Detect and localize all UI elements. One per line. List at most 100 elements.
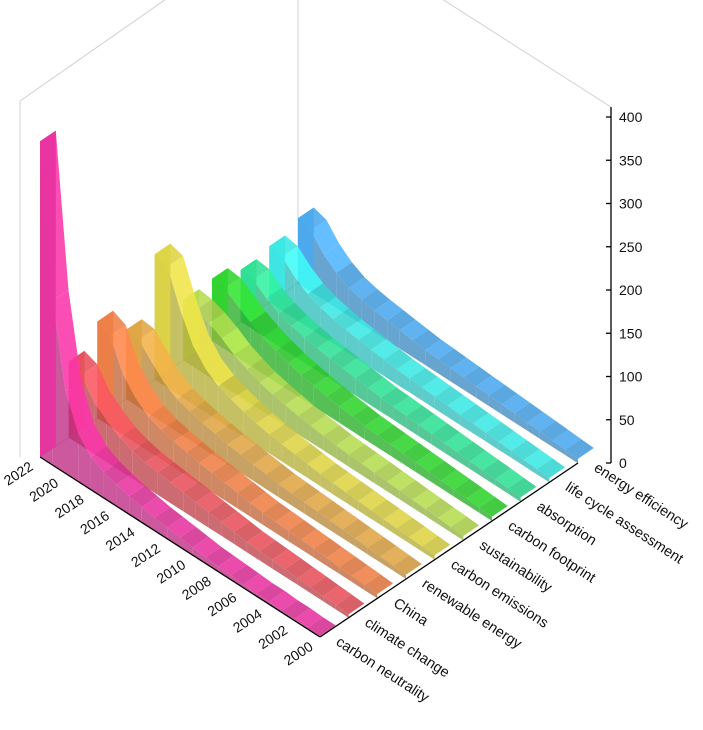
series-ribbon-absorption[interactable]: [240, 259, 537, 502]
ribbon-top-segment: [148, 405, 177, 430]
ribbon-top-segment: [243, 401, 273, 424]
ribbon-top-segment: [161, 419, 190, 442]
ribbon-front-segment: [539, 431, 553, 447]
ribbon-top-segment: [323, 243, 352, 273]
ribbon-top-segment: [65, 380, 94, 434]
year-tick-label: 2008: [179, 573, 214, 603]
ribbon-top-segment: [342, 357, 371, 378]
ribbon-top-segment: [90, 446, 120, 472]
value-tick-label: 150: [619, 325, 643, 341]
ribbon-front-segment: [297, 578, 311, 594]
year-axis-line: [39, 456, 321, 638]
ribbon-front-segment: [466, 498, 480, 513]
ribbon-top-segment: [256, 582, 285, 602]
ribbon-front-segment: [180, 537, 193, 556]
year-tick-label: 2010: [154, 556, 189, 586]
ribbon-top-segment: [482, 459, 511, 480]
ribbon-top-segment: [297, 405, 327, 426]
category-label: China: [390, 595, 431, 630]
ribbon-front-segment: [498, 441, 512, 458]
ribbon-front-segment: [240, 454, 254, 481]
ribbon-front-segment: [383, 519, 397, 536]
ribbon-top-segment: [323, 585, 352, 606]
year-tick-label: 2006: [204, 589, 239, 619]
ribbon-top-segment: [393, 555, 422, 575]
ribbon-top-segment: [371, 499, 400, 520]
ribbon-front-segment: [406, 415, 419, 437]
ribbon-top-segment: [339, 395, 368, 417]
ribbon-front-segment: [364, 585, 378, 599]
ribbon-front-segment: [473, 423, 486, 442]
ribbon-front-segment: [278, 484, 292, 506]
ribbon-top-segment: [380, 545, 409, 566]
ribbon-top-segment: [202, 412, 231, 434]
ribbon-front-segment: [428, 471, 442, 489]
ribbon-top-segment: [288, 520, 317, 540]
ribbon-front-segment: [234, 531, 247, 553]
ribbon-top-segment: [195, 491, 225, 513]
ribbon-front-segment: [380, 397, 394, 420]
ribbon-top-segment: [218, 375, 247, 400]
ribbon-top-segment: [351, 565, 381, 585]
ribbon-front-segment: [393, 406, 407, 428]
ribbon-top-segment: [333, 308, 362, 330]
ribbon-top-segment: [457, 441, 486, 462]
ribbon-top-segment: [262, 502, 292, 522]
ribbon-top-segment: [390, 433, 419, 454]
ribbon-top-segment: [511, 440, 540, 460]
ribbon-front-segment: [243, 584, 257, 597]
ribbon-front-segment: [256, 423, 270, 454]
ribbon-top-segment: [387, 309, 416, 331]
ribbon-front-segment: [326, 557, 340, 574]
ribbon-top-segment: [180, 526, 209, 548]
ribbon-front-segment: [476, 386, 489, 406]
ribbon-top-segment: [81, 364, 110, 403]
ribbon-top-segment: [304, 326, 333, 349]
ribbon-front-segment: [412, 340, 426, 365]
ribbon-front-segment: [352, 416, 365, 440]
ribbon-front-segment: [507, 488, 521, 502]
ribbon-top-segment: [224, 278, 254, 306]
ribbon-top-segment: [234, 521, 263, 542]
ribbon-top-segment: [256, 412, 285, 435]
ribbon-top-segment: [355, 367, 384, 388]
ribbon-top-segment: [371, 339, 400, 360]
ribbon-top-segment: [441, 469, 470, 490]
ribbon-front-segment: [332, 483, 346, 503]
ribbon-front-segment: [450, 368, 464, 390]
ribbon-front-segment: [307, 464, 321, 486]
ribbon-top-segment: [466, 487, 495, 508]
ribbon-top-segment: [313, 375, 343, 397]
ribbon-top-segment: [307, 283, 336, 308]
ribbon-top-segment: [352, 405, 381, 427]
ribbon-front-segment: [304, 502, 317, 522]
ribbon-front-segment: [361, 463, 375, 484]
ribbon-front-segment: [390, 444, 403, 464]
ribbon-top-segment: [361, 453, 390, 473]
ribbon-front-segment: [495, 479, 508, 494]
ribbon-front-segment: [345, 492, 359, 511]
ribbon-top-segment: [332, 472, 362, 492]
ribbon-top-segment: [138, 329, 168, 362]
ribbon-top-segment: [52, 290, 82, 392]
ribbon-top-segment: [262, 326, 292, 351]
ribbon-front-segment: [291, 493, 305, 514]
ribbon-front-segment: [310, 587, 324, 602]
ribbon-front-segment: [246, 541, 260, 561]
ribbon-front-segment: [393, 565, 406, 579]
ribbon-front-segment: [250, 502, 263, 525]
value-tick-label: 250: [619, 239, 643, 255]
ribbon-top-segment: [272, 549, 301, 569]
ribbon-top-segment: [167, 256, 196, 310]
series-ribbon-energy-efficiency[interactable]: [298, 207, 594, 464]
ribbon-top-segment: [275, 340, 305, 364]
ribbon-front-segment: [65, 391, 79, 482]
value-tick-label: 200: [619, 282, 643, 298]
series-ribbon-carbon-neutrality[interactable]: [40, 130, 336, 637]
ribbon-top-segment: [367, 536, 397, 557]
ribbon-front-segment: [221, 522, 235, 544]
ribbon-front-segment: [141, 506, 155, 531]
ribbon-top-segment: [326, 547, 355, 567]
ribbon-top-segment: [412, 489, 441, 509]
ribbon-top-segment: [281, 433, 311, 455]
